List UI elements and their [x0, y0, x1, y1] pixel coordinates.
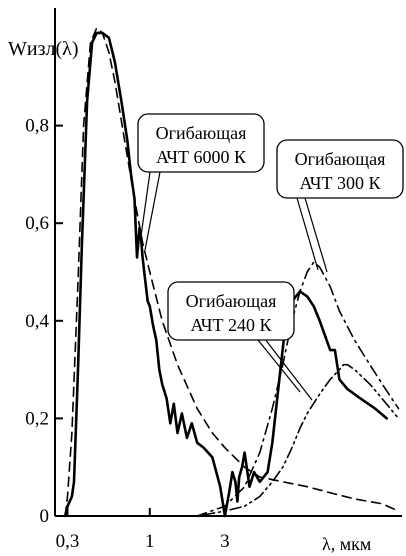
series-layer — [63, 27, 400, 518]
leader-6000k — [140, 171, 151, 237]
y-tick-label: 0 — [40, 506, 50, 527]
callout-300k-box — [276, 139, 404, 199]
leader-300k-b — [304, 197, 328, 273]
x-tick-label: 1 — [145, 531, 155, 552]
callout-300k: Огибающая АЧТ 300 К — [276, 139, 404, 199]
axes — [54, 8, 402, 517]
callout-6000k-line1: Огибающая — [156, 123, 247, 143]
callout-300k-line2: АЧТ 300 К — [300, 173, 382, 193]
callouts: Огибающая АЧТ 6000 К Огибающая АЧТ 300 К… — [137, 113, 404, 341]
x-tick-label: 3 — [220, 531, 230, 552]
series-line-dash-dot — [149, 261, 400, 517]
callout-240k-box — [167, 281, 295, 341]
x-tick-label: 0,3 — [56, 531, 80, 552]
leader-6000k-b — [144, 171, 161, 251]
callout-240k-line1: Огибающая — [186, 291, 277, 311]
leader-240k-b — [257, 339, 301, 393]
leader-240k — [257, 329, 313, 401]
y-tick-label: 0,8 — [25, 116, 49, 137]
callout-leaders — [140, 171, 328, 401]
y-ticks: 0 0,2 0,4 0,6 0,8 — [25, 116, 63, 527]
y-tick-label: 0,4 — [25, 311, 49, 332]
y-tick-label: 0,6 — [25, 213, 49, 234]
series-line-solid — [63, 31, 388, 518]
callout-6000k: Огибающая АЧТ 6000 К — [137, 113, 265, 173]
series-line-dash-dot-dot — [149, 363, 400, 517]
callout-240k-line2: АЧТ 240 К — [191, 315, 273, 335]
callout-240k: Огибающая АЧТ 240 К — [167, 281, 295, 341]
x-axis-label: λ, мкм — [322, 534, 371, 554]
leader-300k — [296, 197, 319, 271]
y-tick-label: 0,2 — [25, 408, 49, 429]
callout-300k-line1: Огибающая — [295, 149, 386, 169]
y-axis-label: Wизл(λ) — [8, 38, 78, 60]
callout-6000k-box — [137, 113, 265, 173]
callout-6000k-line2: АЧТ 6000 К — [156, 147, 247, 167]
series-line-dashed — [64, 27, 400, 517]
